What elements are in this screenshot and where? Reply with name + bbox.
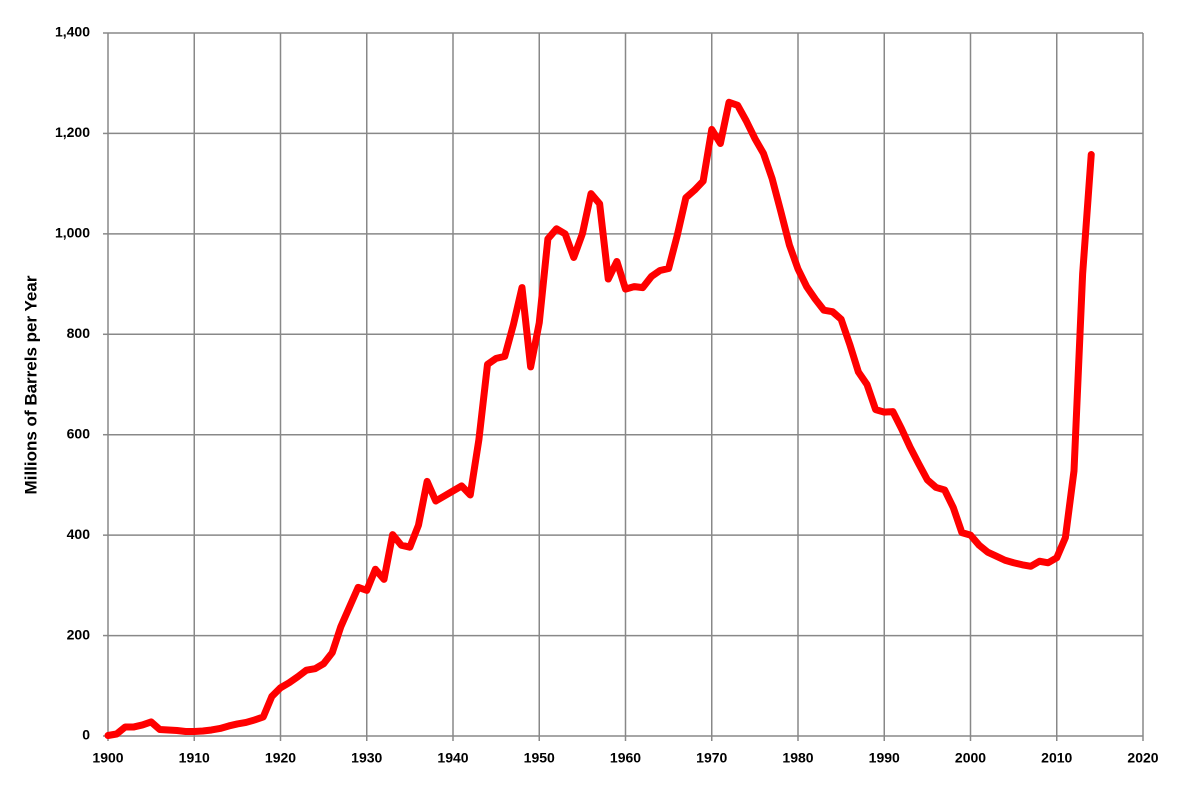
x-tick-label: 1960 (610, 750, 641, 766)
data-line (104, 98, 1095, 739)
y-tick-label: 400 (67, 526, 91, 542)
y-tick-label: 200 (67, 626, 91, 642)
x-tick-label: 1910 (179, 750, 210, 766)
y-tick-label: 1,000 (55, 225, 90, 241)
x-tick-label: 1980 (782, 750, 813, 766)
y-tick-label: 1,200 (55, 124, 90, 140)
y-tick-label: 800 (67, 325, 91, 341)
x-tick-label: 1900 (92, 750, 123, 766)
x-tick-label: 2020 (1127, 750, 1158, 766)
x-tick-label: 1920 (265, 750, 296, 766)
x-tick-label: 1990 (869, 750, 900, 766)
y-tick-label: 600 (67, 425, 91, 441)
x-tick-label: 1970 (696, 750, 727, 766)
x-tick-label: 1950 (524, 750, 555, 766)
y-axis-label: Millions of Barrels per Year (21, 275, 40, 494)
x-tick-label: 2010 (1041, 750, 1072, 766)
y-tick-label: 1,400 (55, 24, 90, 40)
y-tick-label: 0 (82, 727, 90, 743)
x-tick-label: 2000 (955, 750, 986, 766)
x-tick-label: 1940 (437, 750, 468, 766)
x-tick-label: 1930 (351, 750, 382, 766)
